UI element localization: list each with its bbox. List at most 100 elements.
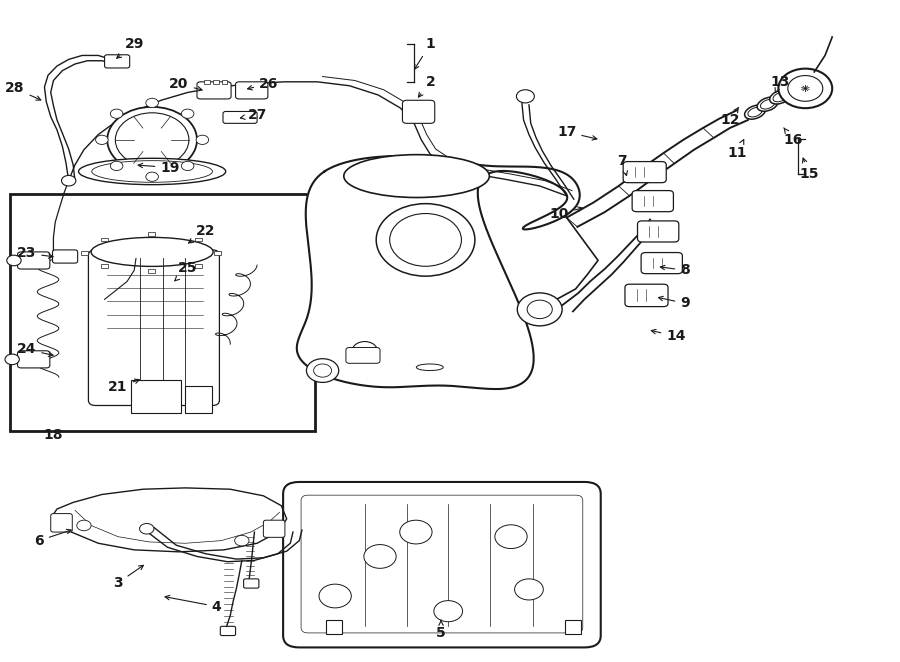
Circle shape: [196, 135, 209, 144]
Ellipse shape: [91, 238, 213, 266]
Circle shape: [95, 135, 108, 144]
Text: 9: 9: [659, 297, 690, 310]
Circle shape: [76, 520, 91, 531]
FancyBboxPatch shape: [223, 111, 257, 123]
Text: 4: 4: [165, 595, 221, 614]
Text: 22: 22: [189, 224, 216, 243]
Ellipse shape: [770, 90, 790, 104]
Circle shape: [400, 520, 432, 544]
Ellipse shape: [748, 107, 762, 117]
Circle shape: [111, 162, 123, 171]
Circle shape: [140, 524, 154, 534]
Text: 26: 26: [248, 77, 278, 91]
Circle shape: [390, 214, 462, 266]
Ellipse shape: [417, 364, 444, 371]
FancyBboxPatch shape: [641, 252, 682, 273]
Text: 7: 7: [617, 154, 627, 175]
Ellipse shape: [92, 161, 212, 182]
Text: 10: 10: [550, 207, 582, 220]
FancyBboxPatch shape: [346, 348, 380, 363]
Text: 28: 28: [5, 81, 40, 100]
Text: 17: 17: [557, 125, 597, 140]
Text: 2: 2: [418, 75, 435, 97]
Bar: [131, 381, 181, 413]
FancyBboxPatch shape: [197, 82, 231, 99]
FancyBboxPatch shape: [104, 55, 130, 68]
Circle shape: [111, 109, 123, 118]
Circle shape: [115, 113, 189, 167]
Bar: [194, 238, 202, 242]
Text: 19: 19: [139, 160, 180, 175]
Circle shape: [5, 354, 19, 365]
FancyBboxPatch shape: [88, 250, 220, 406]
Circle shape: [107, 107, 197, 173]
Bar: [204, 81, 210, 85]
Bar: [11, 194, 315, 431]
Ellipse shape: [760, 99, 775, 109]
Bar: [214, 251, 221, 254]
FancyBboxPatch shape: [637, 221, 679, 242]
Ellipse shape: [773, 92, 788, 102]
Text: 1: 1: [415, 37, 435, 70]
Bar: [101, 238, 108, 242]
FancyBboxPatch shape: [625, 284, 668, 307]
Circle shape: [61, 175, 76, 186]
Ellipse shape: [344, 155, 490, 197]
Bar: [81, 251, 88, 254]
Text: 29: 29: [117, 37, 144, 58]
FancyBboxPatch shape: [220, 626, 236, 636]
Circle shape: [182, 109, 194, 118]
Circle shape: [527, 300, 553, 318]
Text: 12: 12: [720, 108, 740, 127]
Bar: [148, 232, 155, 236]
FancyBboxPatch shape: [17, 252, 50, 269]
Text: 23: 23: [17, 246, 53, 260]
Circle shape: [515, 579, 544, 600]
Circle shape: [517, 90, 535, 103]
Circle shape: [376, 204, 475, 276]
Circle shape: [495, 525, 527, 549]
FancyBboxPatch shape: [17, 351, 50, 368]
Circle shape: [182, 162, 194, 171]
Circle shape: [313, 364, 331, 377]
Bar: [326, 620, 342, 634]
Text: 18: 18: [44, 428, 63, 442]
Circle shape: [146, 172, 158, 181]
Bar: [194, 263, 202, 267]
FancyBboxPatch shape: [402, 100, 435, 123]
Text: 16: 16: [783, 128, 803, 147]
Circle shape: [352, 342, 377, 360]
Text: 20: 20: [169, 77, 202, 91]
Ellipse shape: [744, 105, 766, 119]
Text: 24: 24: [17, 342, 53, 356]
Polygon shape: [53, 488, 287, 552]
Circle shape: [306, 359, 338, 383]
FancyBboxPatch shape: [50, 514, 72, 532]
Circle shape: [319, 584, 351, 608]
Circle shape: [146, 98, 158, 107]
Circle shape: [518, 293, 562, 326]
Text: 8: 8: [661, 263, 690, 277]
FancyBboxPatch shape: [302, 495, 583, 633]
Bar: [222, 81, 228, 85]
Circle shape: [788, 75, 823, 101]
Circle shape: [434, 600, 463, 622]
FancyBboxPatch shape: [623, 162, 666, 183]
Bar: [101, 263, 108, 267]
Text: 14: 14: [652, 329, 686, 344]
FancyBboxPatch shape: [52, 250, 77, 263]
Text: 5: 5: [436, 620, 446, 640]
Text: 25: 25: [175, 261, 198, 281]
Text: 13: 13: [770, 75, 790, 93]
FancyBboxPatch shape: [284, 482, 600, 647]
Text: 6: 6: [34, 530, 71, 547]
Text: 15: 15: [799, 158, 819, 181]
Ellipse shape: [78, 158, 226, 185]
Circle shape: [364, 545, 396, 568]
Bar: [185, 386, 212, 413]
Bar: [565, 620, 581, 634]
FancyBboxPatch shape: [264, 520, 285, 538]
Ellipse shape: [757, 97, 778, 111]
Text: 11: 11: [727, 140, 747, 160]
Bar: [213, 81, 219, 85]
